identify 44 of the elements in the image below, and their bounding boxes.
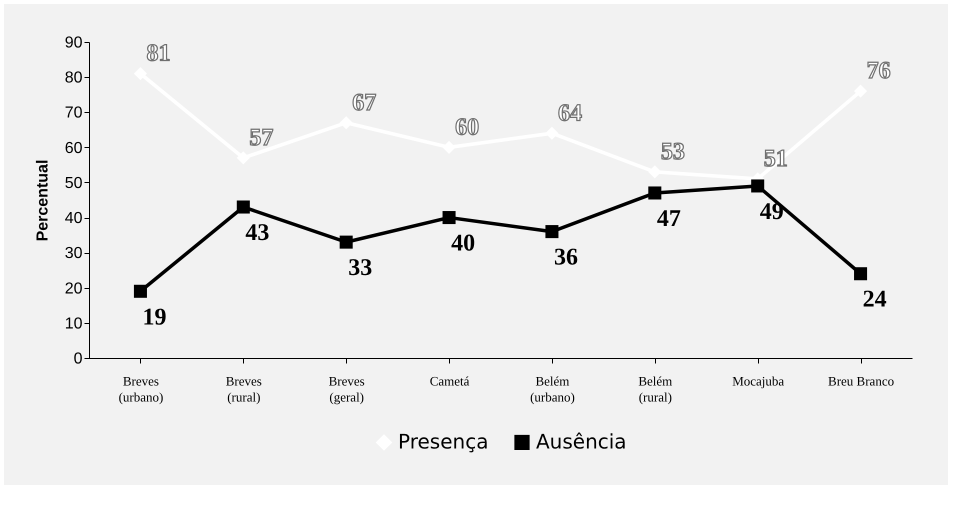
x-tick-label: Breu Branco — [828, 374, 894, 388]
y-tick-label: 30 — [64, 245, 83, 262]
y-tick-label: 0 — [74, 350, 83, 368]
data-label: 67 — [352, 90, 376, 116]
legend-label: Presença — [398, 429, 488, 454]
data-label: 57 — [249, 124, 274, 151]
data-label: 64 — [558, 100, 582, 126]
y-tick-label: 50 — [64, 174, 83, 192]
y-tick-label: 40 — [64, 210, 83, 228]
x-tick-label: Belém (urbano) — [530, 374, 575, 404]
y-tick-label: 80 — [64, 70, 83, 87]
point — [442, 211, 456, 224]
data-label: 33 — [348, 255, 372, 282]
x-tick-label: Breves (geral) — [328, 374, 365, 404]
y-tick-label: 20 — [64, 280, 83, 298]
data-label: 51 — [764, 146, 788, 172]
data-label: 40 — [451, 230, 476, 257]
x-tick-label: Breves (urbano) — [118, 374, 164, 404]
legend-label: Ausência — [536, 429, 627, 454]
data-label: 81 — [146, 40, 170, 67]
y-axis-title: Percentual — [34, 160, 52, 242]
point — [236, 200, 250, 214]
point — [854, 267, 868, 280]
y-tick-label: 10 — [64, 315, 83, 332]
data-label: 36 — [554, 244, 578, 271]
x-tick-label: Cametá — [430, 374, 470, 388]
y-tick-label: 60 — [64, 140, 83, 157]
x-tick-label: Belém (rural) — [638, 374, 672, 404]
data-label: 76 — [866, 58, 891, 84]
point — [751, 179, 764, 192]
data-label: 43 — [245, 220, 270, 246]
point — [545, 225, 558, 238]
y-tick-label: 90 — [64, 34, 83, 52]
data-label: 19 — [142, 304, 166, 330]
data-label: 24 — [862, 286, 887, 313]
x-tick-label: Mocajuba — [732, 374, 784, 388]
data-label: 53 — [660, 138, 685, 165]
point — [134, 284, 147, 298]
point — [340, 236, 353, 249]
y-tick-label: 70 — [64, 104, 83, 122]
point — [648, 186, 662, 200]
data-label: 60 — [455, 114, 480, 140]
data-label: 47 — [656, 206, 681, 232]
x-tick-label: Breves (rural) — [226, 374, 262, 404]
